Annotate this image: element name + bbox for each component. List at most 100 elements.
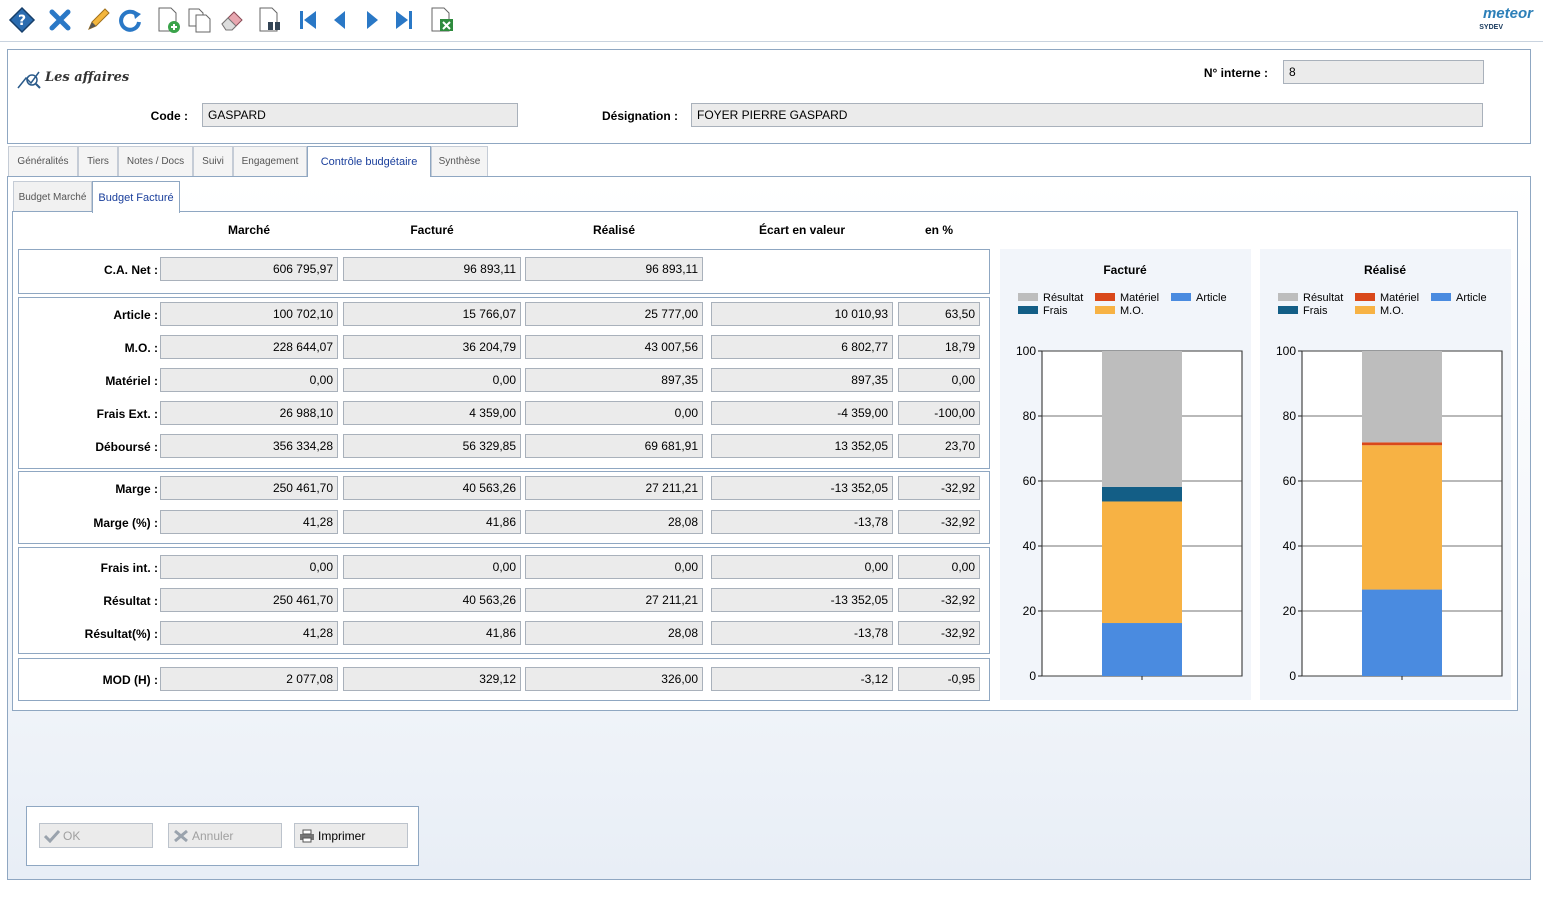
next-record-icon[interactable] — [356, 4, 388, 36]
cell-marche[interactable]: 606 795,97 — [160, 257, 338, 281]
cell-pct[interactable]: 18,79 — [898, 335, 980, 359]
cell-realise[interactable]: 0,00 — [525, 555, 703, 579]
cell-realise[interactable]: 0,00 — [525, 401, 703, 425]
subtab-budget-facture[interactable]: Budget Facturé — [92, 181, 180, 213]
cancel-button[interactable]: Annuler — [168, 823, 282, 848]
print-button[interactable]: Imprimer — [294, 823, 408, 848]
cell-marche[interactable]: 100 702,10 — [160, 302, 338, 326]
cell-pct[interactable]: 0,00 — [898, 555, 980, 579]
cell-facture[interactable]: 96 893,11 — [343, 257, 521, 281]
chart-title: Facturé — [1103, 263, 1147, 277]
cell-pct[interactable]: -100,00 — [898, 401, 980, 425]
cell-realise[interactable]: 25 777,00 — [525, 302, 703, 326]
cell-pct[interactable]: -32,92 — [898, 510, 980, 534]
cell-pct[interactable]: -0,95 — [898, 667, 980, 691]
cell-facture[interactable]: 0,00 — [343, 555, 521, 579]
copy-icon[interactable] — [184, 4, 216, 36]
cell-marche[interactable]: 2 077,08 — [160, 667, 338, 691]
cell-facture[interactable]: 0,00 — [343, 368, 521, 392]
header-panel: Les affaires N° interne : 8 Code : GASPA… — [7, 49, 1531, 144]
subtab-budget-marche[interactable]: Budget Marché — [13, 181, 92, 212]
cell-marche[interactable]: 250 461,70 — [160, 476, 338, 500]
cell-ecart[interactable]: -13,78 — [711, 621, 893, 645]
cell-ecart[interactable]: 10 010,93 — [711, 302, 893, 326]
ok-button[interactable]: OK — [39, 823, 153, 848]
legend-swatch — [1355, 306, 1375, 314]
cell-marche[interactable]: 41,28 — [160, 510, 338, 534]
chart-title: Réalisé — [1364, 263, 1406, 277]
cell-ecart[interactable]: -13 352,05 — [711, 588, 893, 612]
delete-icon[interactable] — [44, 4, 76, 36]
cell-ecart[interactable]: 0,00 — [711, 555, 893, 579]
legend-label: Matériel — [1380, 292, 1419, 304]
cell-realise[interactable]: 897,35 — [525, 368, 703, 392]
legend-label: Résultat — [1303, 292, 1343, 304]
designation-field[interactable]: FOYER PIERRE GASPARD — [691, 103, 1483, 127]
cell-marche[interactable]: 356 334,28 — [160, 434, 338, 458]
row-label: Matériel : — [105, 374, 158, 388]
cell-marche[interactable]: 41,28 — [160, 621, 338, 645]
cell-realise[interactable]: 28,08 — [525, 510, 703, 534]
bar-segment-mo — [1102, 501, 1182, 624]
cell-realise[interactable]: 27 211,21 — [525, 476, 703, 500]
cell-facture[interactable]: 329,12 — [343, 667, 521, 691]
eraser-icon[interactable] — [216, 4, 248, 36]
tab-tiers[interactable]: Tiers — [78, 146, 118, 176]
cell-realise[interactable]: 28,08 — [525, 621, 703, 645]
cell-ecart[interactable]: 897,35 — [711, 368, 893, 392]
tab-engagement[interactable]: Engagement — [233, 146, 307, 176]
help-icon[interactable]: ? — [6, 4, 38, 36]
tab-suivi[interactable]: Suivi — [193, 146, 233, 176]
cell-realise[interactable]: 27 211,21 — [525, 588, 703, 612]
cell-facture[interactable]: 40 563,26 — [343, 588, 521, 612]
tab-controle-budgetaire[interactable]: Contrôle budgétaire — [307, 146, 431, 177]
cell-facture[interactable]: 40 563,26 — [343, 476, 521, 500]
cell-pct[interactable]: 23,70 — [898, 434, 980, 458]
cell-pct[interactable]: -32,92 — [898, 476, 980, 500]
excel-export-icon[interactable] — [426, 4, 458, 36]
first-record-icon[interactable] — [292, 4, 324, 36]
new-document-icon[interactable] — [152, 4, 184, 36]
tab-generalites[interactable]: Généralités — [8, 146, 78, 176]
cell-facture[interactable]: 41,86 — [343, 510, 521, 534]
cell-realise[interactable]: 326,00 — [525, 667, 703, 691]
cell-ecart[interactable]: 13 352,05 — [711, 434, 893, 458]
cell-marche[interactable]: 26 988,10 — [160, 401, 338, 425]
logo-text: meteor — [1482, 5, 1533, 22]
row-label: MOD (H) : — [102, 673, 158, 687]
cell-ecart[interactable]: 6 802,77 — [711, 335, 893, 359]
legend-swatch — [1018, 306, 1038, 314]
tab-synthese[interactable]: Synthèse — [431, 146, 488, 176]
affaires-search-icon — [16, 66, 42, 90]
tab-notes-docs[interactable]: Notes / Docs — [118, 146, 193, 176]
cell-realise[interactable]: 43 007,56 — [525, 335, 703, 359]
refresh-icon[interactable] — [114, 4, 146, 36]
cell-pct[interactable]: -32,92 — [898, 588, 980, 612]
cell-facture[interactable]: 41,86 — [343, 621, 521, 645]
edit-pencil-icon[interactable] — [82, 4, 114, 36]
cell-pct[interactable]: 63,50 — [898, 302, 980, 326]
cell-realise[interactable]: 96 893,11 — [525, 257, 703, 281]
cell-marche[interactable]: 228 644,07 — [160, 335, 338, 359]
cell-pct[interactable]: -32,92 — [898, 621, 980, 645]
previous-record-icon[interactable] — [324, 4, 356, 36]
search-document-icon[interactable] — [254, 4, 286, 36]
cell-facture[interactable]: 15 766,07 — [343, 302, 521, 326]
cell-pct[interactable]: 0,00 — [898, 368, 980, 392]
cell-ecart[interactable]: -13,78 — [711, 510, 893, 534]
cell-ecart[interactable]: -4 359,00 — [711, 401, 893, 425]
cell-marche[interactable]: 0,00 — [160, 368, 338, 392]
code-field[interactable]: GASPARD — [202, 103, 518, 127]
cell-ecart[interactable]: -13 352,05 — [711, 476, 893, 500]
cell-facture[interactable]: 36 204,79 — [343, 335, 521, 359]
cell-ecart[interactable]: -3,12 — [711, 667, 893, 691]
cell-facture[interactable]: 56 329,85 — [343, 434, 521, 458]
cell-marche[interactable]: 250 461,70 — [160, 588, 338, 612]
last-record-icon[interactable] — [388, 4, 420, 36]
cell-marche[interactable]: 0,00 — [160, 555, 338, 579]
cell-realise[interactable]: 69 681,91 — [525, 434, 703, 458]
cancel-icon — [174, 829, 188, 842]
cell-facture[interactable]: 4 359,00 — [343, 401, 521, 425]
logo-subtext: SYDEV — [1479, 24, 1503, 31]
internal-no-field[interactable]: 8 — [1283, 60, 1484, 84]
